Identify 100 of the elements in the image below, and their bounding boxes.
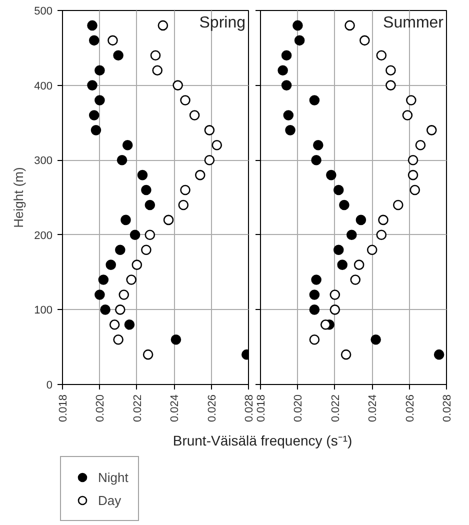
point: [130, 230, 140, 240]
point: [346, 230, 357, 240]
y-tick-label: 100: [34, 304, 53, 317]
point: [330, 290, 340, 300]
point: [360, 35, 370, 46]
point: [163, 214, 174, 226]
point: [281, 50, 292, 61]
point: [204, 125, 215, 136]
legend-label: Day: [98, 492, 122, 508]
chart-title: Spring: [199, 14, 246, 32]
point: [178, 200, 189, 210]
point: [311, 274, 322, 285]
point: [408, 154, 418, 166]
point: [98, 274, 109, 285]
chart-title: Summer: [383, 14, 444, 32]
point: [313, 140, 324, 150]
point: [386, 65, 396, 76]
point: [434, 349, 444, 360]
x-tick-label: 0.026: [206, 394, 218, 422]
x-tick-label: 0.022: [330, 394, 342, 422]
point: [124, 320, 135, 330]
point: [158, 20, 168, 31]
point: [292, 20, 303, 31]
point: [180, 95, 190, 106]
point: [408, 170, 418, 180]
point: [108, 35, 118, 46]
point: [378, 214, 388, 226]
point: [402, 110, 413, 120]
point: [333, 244, 344, 255]
point: [309, 290, 320, 300]
x-tick-label: 0.024: [169, 394, 182, 422]
point: [109, 320, 120, 330]
point: [189, 110, 200, 120]
y-axis-title: Height (m): [11, 167, 26, 228]
point: [294, 35, 305, 46]
point: [88, 35, 100, 46]
point: [115, 304, 126, 315]
point: [283, 110, 294, 120]
point: [337, 260, 348, 270]
point: [354, 260, 364, 270]
x-tick-label: 0.028: [244, 394, 256, 422]
point: [87, 20, 98, 31]
point: [386, 80, 396, 90]
point: [410, 184, 420, 196]
x-tick-label: 0.022: [132, 394, 144, 422]
point: [350, 274, 361, 285]
point: [285, 125, 296, 136]
x-axis-title: Brunt-Väisälä frequency (s⁻¹): [172, 432, 352, 448]
point: [426, 125, 437, 136]
point: [326, 170, 336, 180]
x-tick-label: 0.020: [94, 394, 107, 422]
point: [141, 244, 152, 255]
point: [144, 200, 156, 210]
point: [194, 170, 206, 180]
point: [330, 304, 340, 315]
point: [118, 290, 130, 300]
point: [170, 334, 182, 345]
point: [311, 154, 322, 166]
point: [180, 184, 190, 196]
point: [142, 349, 154, 360]
point: [366, 244, 378, 255]
point: [88, 110, 100, 120]
point: [115, 244, 126, 255]
point: [113, 50, 124, 61]
x-tick-label: 0.024: [367, 394, 380, 422]
point: [278, 65, 288, 76]
point: [415, 140, 426, 150]
y-tick-label: 300: [34, 155, 53, 168]
point: [141, 184, 152, 196]
y-tick-label: 400: [34, 80, 53, 92]
point: [309, 334, 320, 345]
point: [340, 349, 352, 360]
x-tick-label: 0.026: [404, 394, 416, 422]
point: [106, 260, 116, 270]
point: [150, 50, 161, 61]
x-tick-label: 0.020: [292, 394, 305, 422]
point: [137, 170, 148, 180]
y-tick-label: 200: [34, 230, 53, 242]
x-tick-label: 0.028: [442, 394, 454, 422]
point: [87, 80, 98, 90]
point: [90, 125, 102, 136]
point: [132, 260, 142, 270]
point: [339, 200, 350, 210]
point: [309, 95, 320, 106]
point: [144, 230, 156, 240]
point: [333, 184, 344, 196]
point: [94, 65, 105, 76]
point: [126, 274, 136, 285]
point: [281, 80, 292, 90]
point: [152, 65, 163, 76]
x-tick-label: 0.018: [58, 394, 70, 422]
point: [100, 304, 110, 315]
point: [356, 214, 366, 226]
point: [212, 140, 222, 150]
x-tick-label: 0.018: [256, 394, 268, 422]
point: [370, 334, 381, 345]
point: [122, 140, 133, 150]
point: [116, 154, 128, 166]
y-tick-label: 0: [46, 380, 53, 392]
point: [392, 200, 404, 210]
